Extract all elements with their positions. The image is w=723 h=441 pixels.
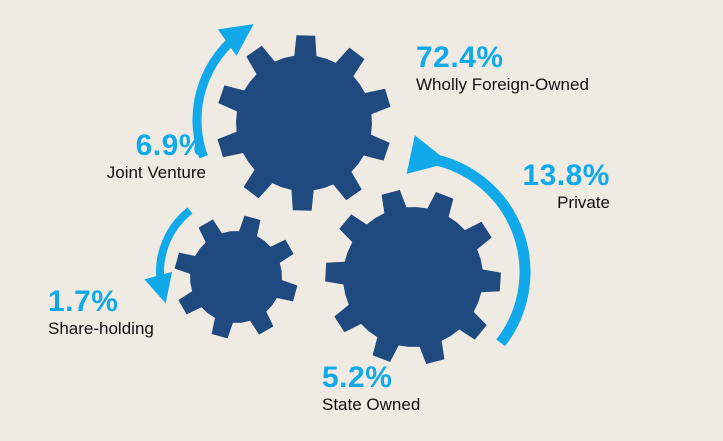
wholly-foreign-owned-percent: 72.4% (416, 41, 504, 74)
label-joint-venture: 6.9% Joint Venture (80, 130, 206, 184)
left-curved-arrow-icon (144, 207, 193, 304)
label-wholly-foreign-owned: 72.4% Wholly Foreign-Owned (416, 42, 589, 96)
label-private: 13.8% Private (500, 160, 610, 214)
joint-venture-name: Joint Venture (106, 163, 206, 182)
top-curved-arrow-icon (192, 24, 254, 159)
wholly-foreign-owned-name: Wholly Foreign-Owned (416, 75, 589, 94)
joint-venture-percent: 6.9% (135, 129, 206, 162)
private-percent: 13.8% (522, 159, 610, 192)
small-gear-icon (174, 215, 298, 339)
state-owned-name: State Owned (322, 395, 421, 414)
private-name: Private (557, 193, 610, 212)
share-holding-percent: 1.7% (48, 285, 119, 318)
state-owned-percent: 5.2% (322, 361, 393, 394)
share-holding-name: Share-holding (48, 319, 154, 338)
right-curved-arrow-icon (406, 135, 531, 347)
medium-gear-icon (325, 190, 501, 364)
label-state-owned: 5.2% State Owned (322, 362, 420, 416)
label-share-holding: 1.7% Share-holding (48, 286, 154, 340)
large-gear-icon (217, 35, 391, 211)
